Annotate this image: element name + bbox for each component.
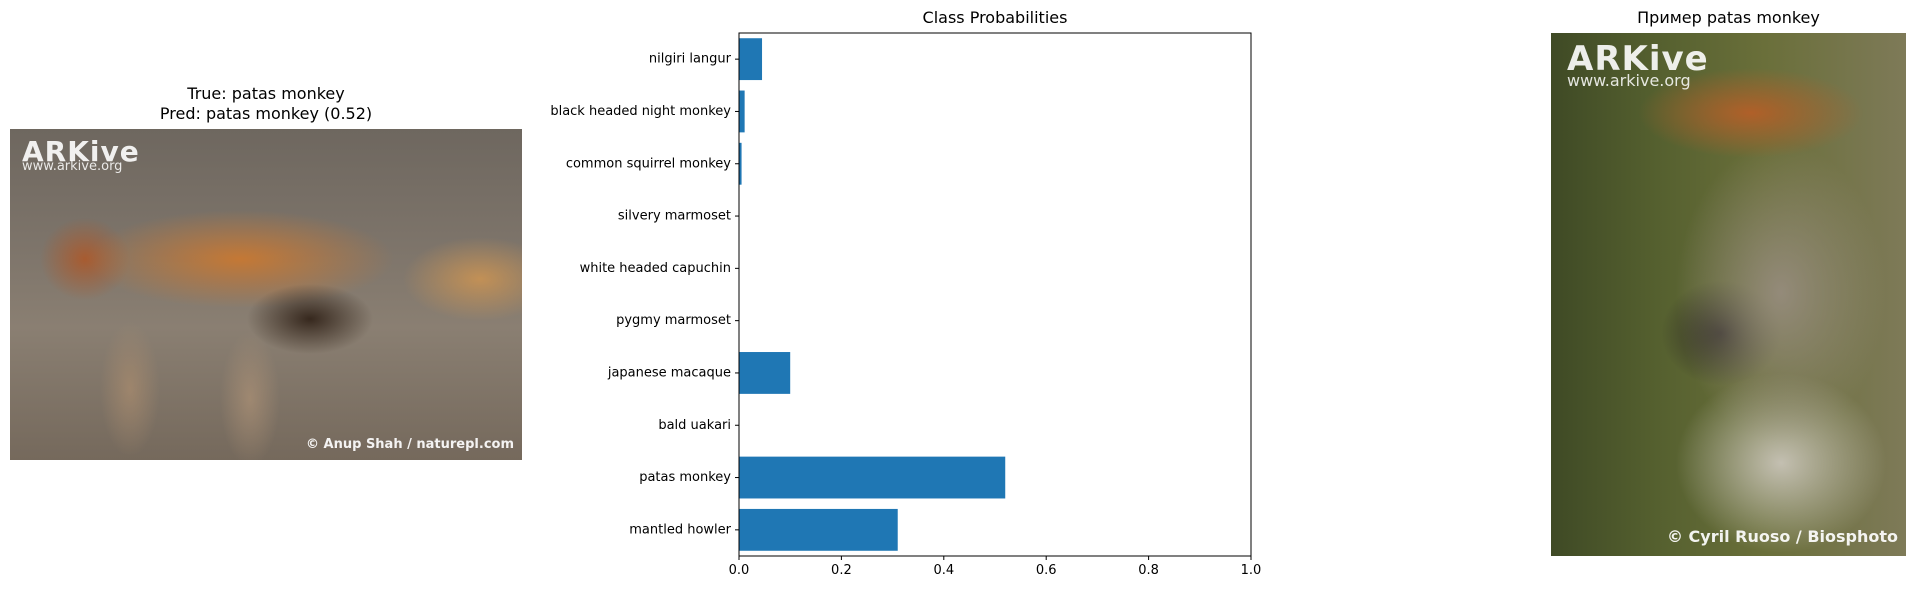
y-tick-label: white headed capuchin xyxy=(580,261,731,276)
photo-brand-logo: ARKive xyxy=(22,135,140,168)
y-tick-label: common squirrel monkey xyxy=(566,156,731,171)
example-photo: ARKive www.arkive.org © Cyril Ruoso / Bi… xyxy=(1551,33,1906,556)
y-tick-label: pygmy marmoset xyxy=(616,313,731,328)
x-tick-label: 0.8 xyxy=(1138,563,1159,578)
photo-brand-url: www.arkive.org xyxy=(1567,71,1691,90)
left-panel-title-line2: Pred: patas monkey (0.52) xyxy=(159,104,373,123)
bar-patas-monkey xyxy=(739,456,1006,499)
photo-credit: © Cyril Ruoso / Biosphoto xyxy=(1666,527,1898,546)
photo-credit: © Anup Shah / naturepl.com xyxy=(306,437,514,452)
y-tick-label: black headed night monkey xyxy=(550,104,731,119)
photo-brand-logo: ARKive xyxy=(1567,39,1709,79)
bar-mantled-howler xyxy=(739,508,898,551)
y-tick-label: mantled howler xyxy=(629,522,731,537)
x-tick-label: 0.6 xyxy=(1036,563,1057,578)
y-tick-label: nilgiri langur xyxy=(649,52,732,67)
y-tick-label: bald uakari xyxy=(658,418,731,433)
y-tick-label: patas monkey xyxy=(639,470,731,485)
bar-japanese-macaque xyxy=(739,352,791,394)
x-tick-label: 1.0 xyxy=(1241,563,1262,578)
photo-brand-url: www.arkive.org xyxy=(22,159,123,174)
y-tick-label: silvery marmoset xyxy=(618,209,731,224)
y-tick-label: japanese macaque xyxy=(607,365,731,380)
bar-nilgiri-langur xyxy=(739,38,763,81)
chart-title: Class Probabilities xyxy=(922,8,1068,27)
left-panel-title-line1: True: patas monkey xyxy=(187,84,345,103)
bar-black-headed-night-monkey xyxy=(739,90,745,133)
plot-frame xyxy=(738,32,1252,557)
bar-common-squirrel-monkey xyxy=(739,142,742,185)
x-tick-label: 0.0 xyxy=(729,563,750,578)
x-tick-label: 0.2 xyxy=(831,563,852,578)
sample-photo: ARKive www.arkive.org © Anup Shah / natu… xyxy=(10,129,522,460)
right-panel-title: Пример patas monkey xyxy=(1637,8,1820,27)
x-tick-label: 0.4 xyxy=(933,563,954,578)
